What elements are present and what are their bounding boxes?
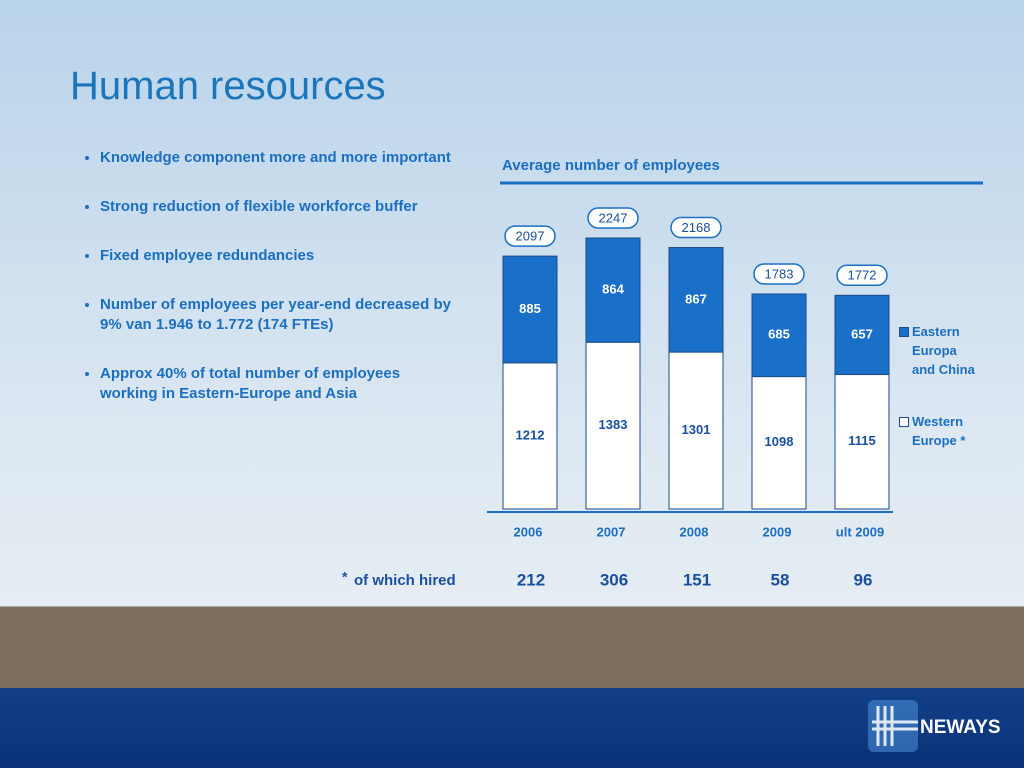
chart-title: Average number of employees [502,157,720,174]
bar-segment [502,362,558,510]
slide-title: Human resources [70,64,386,108]
data-label: 1301 [682,422,711,437]
total-box [670,216,722,239]
bar-segment [668,351,724,510]
bullet: Approx 40% of total number of employees … [100,364,460,404]
hired-value: 96 [854,570,873,589]
x-tick-label: 2007 [597,524,626,539]
hired-value: 306 [600,570,628,589]
bar-segment [834,374,890,510]
total-box [836,264,888,287]
bullet: Strong reduction of flexible workforce b… [100,197,460,217]
bar-segment [751,293,807,378]
total-label: 2247 [599,210,628,225]
bar-segment [834,294,890,376]
logo-text: NEWAYS [920,717,1001,738]
bar-segment [585,237,641,343]
x-tick-label: 2008 [680,524,709,539]
logo: NEWAYS [868,700,1001,752]
data-label: 1383 [599,417,628,432]
bullet: Fixed employee redundancies [100,246,460,266]
bullet-list: Knowledge component more and more import… [80,148,460,433]
data-label: 685 [768,327,790,342]
x-tick-label: 2006 [514,524,543,539]
bar-segment [502,255,558,364]
x-tick-label: 2009 [763,524,792,539]
data-label: 885 [519,301,541,316]
data-label: 864 [602,282,624,297]
total-label: 1772 [848,268,877,283]
bullet: Number of employees per year-end decreas… [100,295,460,335]
legend-label: Western Europe * [912,414,966,448]
hired-value: 58 [771,570,790,589]
legend-swatch [899,327,909,337]
total-box [753,263,805,285]
data-label: 1098 [765,434,794,449]
total-label: 1783 [765,266,794,281]
data-label: 1212 [516,427,545,442]
bullet: Knowledge component more and more import… [100,148,460,168]
bar-segment [751,376,807,510]
footnote-label: of which hired [354,572,456,589]
x-tick-label: ult 2009 [836,524,884,539]
data-label: 657 [851,326,873,341]
legend-label: Eastern Europa and China [912,324,975,377]
legend-entry: Western Europe * [899,412,982,450]
hired-value: 151 [683,570,711,589]
legend-entry: Eastern Europa and China [899,322,982,379]
total-box [504,225,556,247]
legend-swatch [899,417,909,427]
data-label: 1115 [848,433,876,448]
bar-segment [585,341,641,510]
total-label: 2168 [682,220,711,235]
total-box [587,207,639,229]
data-label: 867 [685,291,707,306]
hired-value: 212 [517,570,545,589]
footnote-marker: * [342,569,348,585]
bar-segment [668,247,724,353]
total-label: 2097 [516,229,545,244]
